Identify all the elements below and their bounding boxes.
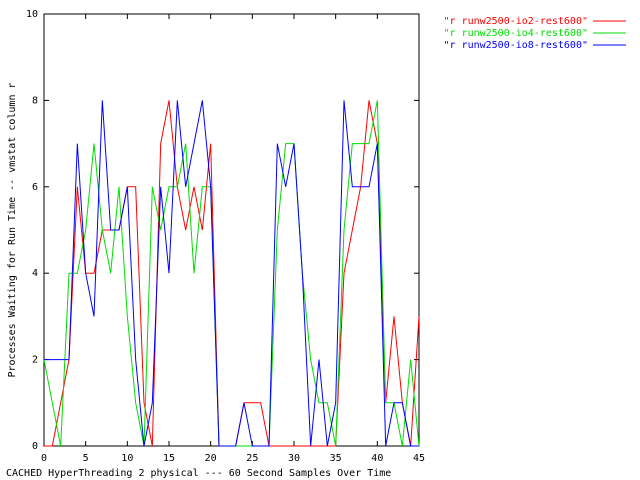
x-tick-label: 25 bbox=[246, 453, 258, 464]
y-tick-label: 10 bbox=[26, 9, 38, 20]
x-tick-label: 45 bbox=[413, 453, 425, 464]
x-tick-label: 0 bbox=[41, 453, 47, 464]
x-tick-label: 35 bbox=[330, 453, 342, 464]
y-tick-label: 8 bbox=[32, 95, 38, 106]
x-axis-label: CACHED HyperThreading 2 physical --- 60 … bbox=[6, 468, 391, 479]
legend-label: "r runw2500-io4-rest600" bbox=[444, 28, 589, 39]
x-tick-label: 10 bbox=[121, 453, 133, 464]
y-tick-label: 0 bbox=[32, 441, 38, 452]
x-tick-label: 5 bbox=[83, 453, 89, 464]
x-tick-label: 15 bbox=[163, 453, 175, 464]
series-line bbox=[44, 100, 419, 447]
y-axis-label: Processes Waiting for Run Time -- vmstat… bbox=[7, 82, 18, 377]
legend-label: "r runw2500-io8-rest600" bbox=[444, 40, 589, 51]
y-tick-label: 2 bbox=[32, 355, 38, 366]
x-tick-label: 30 bbox=[288, 453, 300, 464]
plot-border bbox=[43, 13, 420, 447]
x-tick-label: 40 bbox=[371, 453, 383, 464]
y-tick-label: 4 bbox=[32, 268, 38, 279]
x-tick-label: 20 bbox=[205, 453, 217, 464]
y-tick-label: 6 bbox=[32, 182, 38, 193]
legend-label: "r runw2500-io2-rest600" bbox=[444, 16, 589, 27]
